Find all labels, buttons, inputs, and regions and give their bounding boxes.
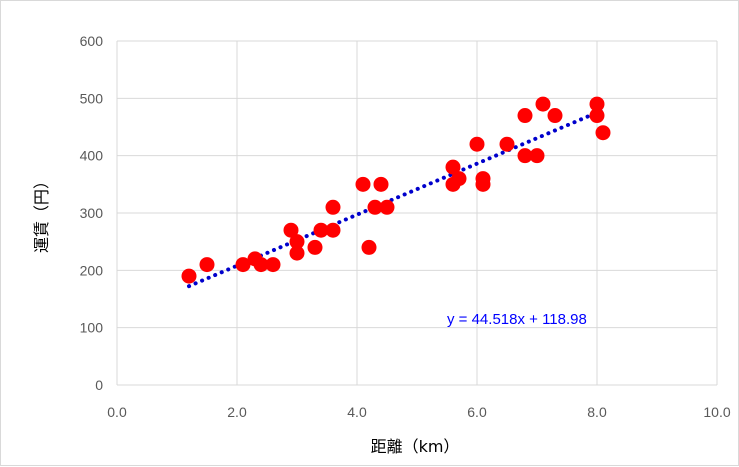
data-points [181, 96, 611, 284]
data-point [529, 148, 545, 164]
data-point [517, 148, 533, 164]
x-axis-tick-labels: 0.0 2.0 4.0 6.0 8.0 10.0 [107, 404, 731, 420]
data-point [595, 125, 611, 141]
data-point [517, 108, 533, 124]
x-tick-label: 6.0 [467, 404, 487, 420]
data-point [265, 257, 281, 273]
data-point [535, 96, 551, 112]
data-point [589, 96, 605, 112]
y-axis-tick-labels: 0 100 200 300 400 500 600 [80, 33, 104, 393]
x-axis-title: 距離（km） [371, 437, 460, 456]
trendline [187, 108, 605, 289]
x-tick-label: 10.0 [703, 404, 730, 420]
data-point [325, 199, 341, 215]
data-point [289, 234, 305, 250]
data-point [325, 222, 341, 238]
y-tick-label: 400 [80, 148, 104, 164]
data-point [469, 136, 485, 152]
grid-lines [116, 40, 718, 386]
data-point [499, 136, 515, 152]
y-tick-label: 600 [80, 33, 104, 49]
trendline-group [187, 108, 605, 289]
data-point [547, 108, 563, 124]
y-tick-label: 500 [80, 90, 104, 106]
y-tick-label: 100 [80, 320, 104, 336]
x-tick-label: 2.0 [227, 404, 247, 420]
data-point [361, 239, 377, 255]
data-point [199, 257, 215, 273]
y-tick-label: 0 [95, 377, 103, 393]
trendline-equation: y = 44.518x + 118.98 [447, 311, 587, 328]
data-point [307, 239, 323, 255]
y-tick-label: 200 [80, 262, 104, 278]
data-point [181, 268, 197, 284]
data-point [373, 176, 389, 192]
data-point [451, 171, 467, 187]
x-tick-label: 0.0 [107, 404, 127, 420]
y-tick-label: 300 [80, 205, 104, 221]
data-point [289, 245, 305, 261]
data-point [445, 159, 461, 175]
x-tick-label: 8.0 [587, 404, 607, 420]
data-point [355, 176, 371, 192]
data-point [379, 199, 395, 215]
y-axis-title: 運賃（円） [32, 173, 51, 253]
data-point [253, 257, 269, 273]
data-point [283, 222, 299, 238]
data-point [589, 108, 605, 124]
data-point [367, 199, 383, 215]
data-point [475, 176, 491, 192]
x-tick-label: 4.0 [347, 404, 367, 420]
data-point [235, 257, 251, 273]
data-point [313, 222, 329, 238]
